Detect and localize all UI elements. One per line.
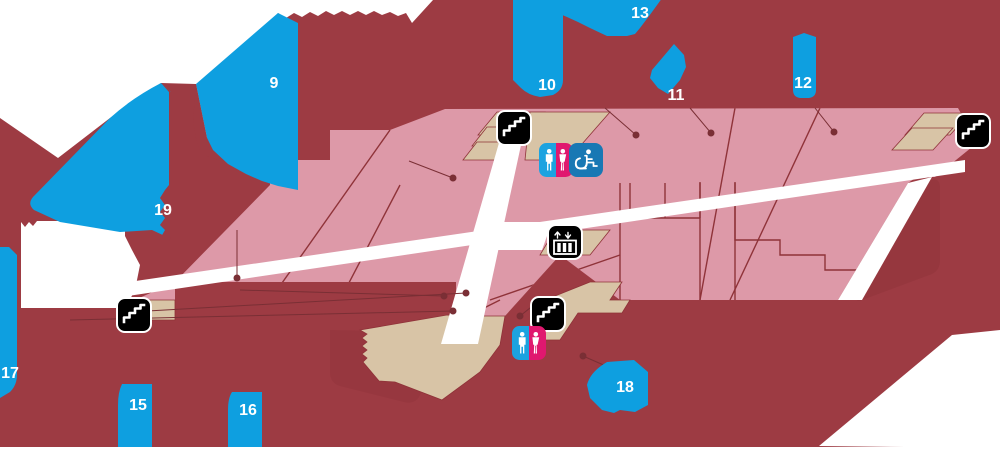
svg-text:16: 16 <box>239 402 257 419</box>
svg-text:13: 13 <box>631 5 649 22</box>
svg-text:11: 11 <box>668 87 685 104</box>
svg-text:19: 19 <box>154 202 172 219</box>
svg-text:15: 15 <box>129 397 147 414</box>
svg-text:18: 18 <box>616 379 634 396</box>
svg-text:9: 9 <box>270 75 279 92</box>
svg-text:17: 17 <box>1 365 19 382</box>
svg-text:12: 12 <box>794 75 812 92</box>
svg-text:10: 10 <box>538 77 556 94</box>
